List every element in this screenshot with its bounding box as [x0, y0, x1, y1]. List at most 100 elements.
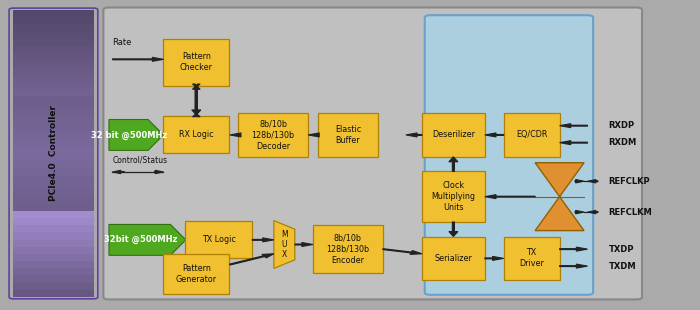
- Bar: [13, 247, 94, 254]
- FancyArrow shape: [485, 133, 504, 137]
- Bar: [13, 89, 94, 96]
- Bar: [13, 110, 94, 117]
- Text: REFCLKM: REFCLKM: [608, 208, 652, 217]
- FancyArrow shape: [559, 141, 587, 145]
- Bar: [13, 204, 94, 211]
- Text: RX Logic: RX Logic: [179, 131, 214, 140]
- Text: 8b/10b
128b/130b
Decoder: 8b/10b 128b/130b Decoder: [251, 119, 295, 151]
- Bar: [13, 39, 94, 46]
- Bar: [13, 117, 94, 125]
- Bar: [422, 171, 485, 222]
- Text: 32 bit @500MHz: 32 bit @500MHz: [91, 131, 167, 140]
- Text: Pattern
Checker: Pattern Checker: [180, 52, 213, 73]
- Bar: [13, 53, 94, 60]
- FancyArrow shape: [485, 256, 504, 260]
- Text: Clock
Multiplying
Units: Clock Multiplying Units: [431, 181, 475, 212]
- FancyArrow shape: [406, 133, 422, 137]
- Bar: [13, 153, 94, 161]
- Bar: [13, 218, 94, 225]
- FancyArrow shape: [449, 157, 458, 171]
- Bar: [13, 103, 94, 110]
- FancyArrow shape: [308, 133, 319, 137]
- Bar: [13, 125, 94, 132]
- Bar: [13, 96, 94, 103]
- FancyArrow shape: [193, 114, 200, 117]
- Bar: [13, 60, 94, 67]
- FancyArrow shape: [587, 210, 598, 214]
- Bar: [13, 232, 94, 240]
- Bar: [318, 113, 377, 157]
- FancyBboxPatch shape: [104, 7, 642, 299]
- Bar: [13, 276, 94, 283]
- FancyArrow shape: [559, 247, 587, 251]
- FancyArrow shape: [192, 86, 201, 115]
- Bar: [13, 240, 94, 247]
- Bar: [13, 10, 94, 17]
- FancyArrow shape: [155, 170, 164, 174]
- Bar: [13, 168, 94, 175]
- Bar: [13, 82, 94, 89]
- Bar: [13, 24, 94, 32]
- Bar: [13, 197, 94, 204]
- Bar: [163, 117, 230, 153]
- Text: EQ/CDR: EQ/CDR: [516, 131, 547, 140]
- Bar: [313, 225, 383, 273]
- FancyArrow shape: [193, 84, 200, 87]
- Bar: [163, 39, 230, 86]
- Bar: [422, 237, 485, 280]
- Text: Rate: Rate: [113, 38, 132, 47]
- Text: Pattern
Generator: Pattern Generator: [176, 264, 217, 284]
- Bar: [13, 67, 94, 74]
- Text: PCIe4.0  Controller: PCIe4.0 Controller: [49, 105, 58, 202]
- Bar: [504, 237, 559, 280]
- Bar: [13, 32, 94, 39]
- FancyArrow shape: [252, 238, 274, 242]
- FancyArrow shape: [575, 210, 584, 214]
- Bar: [13, 139, 94, 146]
- Polygon shape: [535, 163, 584, 231]
- Text: TXDM: TXDM: [608, 262, 636, 271]
- Bar: [13, 132, 94, 139]
- FancyBboxPatch shape: [425, 15, 593, 295]
- Bar: [13, 189, 94, 197]
- FancyArrow shape: [575, 179, 584, 183]
- Bar: [13, 254, 94, 261]
- Bar: [13, 146, 94, 153]
- Text: RXDM: RXDM: [608, 138, 637, 147]
- Bar: [13, 268, 94, 276]
- FancyArrow shape: [449, 222, 458, 237]
- Text: 8b/10b
128b/130b
Encoder: 8b/10b 128b/130b Encoder: [326, 233, 370, 265]
- Bar: [13, 225, 94, 232]
- FancyArrow shape: [109, 224, 186, 255]
- Bar: [13, 46, 94, 53]
- Text: M
U
X: M U X: [281, 230, 288, 259]
- Text: TXDP: TXDP: [608, 245, 634, 254]
- Bar: [13, 290, 94, 297]
- Bar: [13, 74, 94, 82]
- FancyArrow shape: [230, 254, 274, 265]
- FancyArrow shape: [113, 57, 164, 61]
- Text: REFCLKP: REFCLKP: [608, 177, 650, 186]
- FancyArrow shape: [383, 249, 422, 255]
- FancyArrow shape: [230, 133, 241, 137]
- Bar: [422, 113, 485, 157]
- FancyArrow shape: [193, 86, 200, 115]
- Bar: [163, 254, 230, 294]
- Bar: [13, 211, 94, 218]
- FancyArrow shape: [109, 120, 164, 150]
- Text: 32bit @500MHz: 32bit @500MHz: [104, 235, 177, 245]
- FancyArrow shape: [559, 124, 587, 128]
- Text: Elastic
Buffer: Elastic Buffer: [335, 125, 361, 145]
- Bar: [13, 283, 94, 290]
- Bar: [13, 175, 94, 182]
- Text: Deserilizer: Deserilizer: [432, 131, 475, 140]
- Bar: [238, 113, 308, 157]
- Text: Serializer: Serializer: [435, 254, 472, 263]
- FancyArrow shape: [485, 195, 535, 199]
- FancyArrow shape: [113, 170, 125, 174]
- Text: TX
Driver: TX Driver: [519, 248, 544, 268]
- FancyArrow shape: [559, 264, 587, 268]
- Bar: [13, 161, 94, 168]
- Bar: [504, 113, 559, 157]
- Text: Control/Status: Control/Status: [113, 155, 167, 164]
